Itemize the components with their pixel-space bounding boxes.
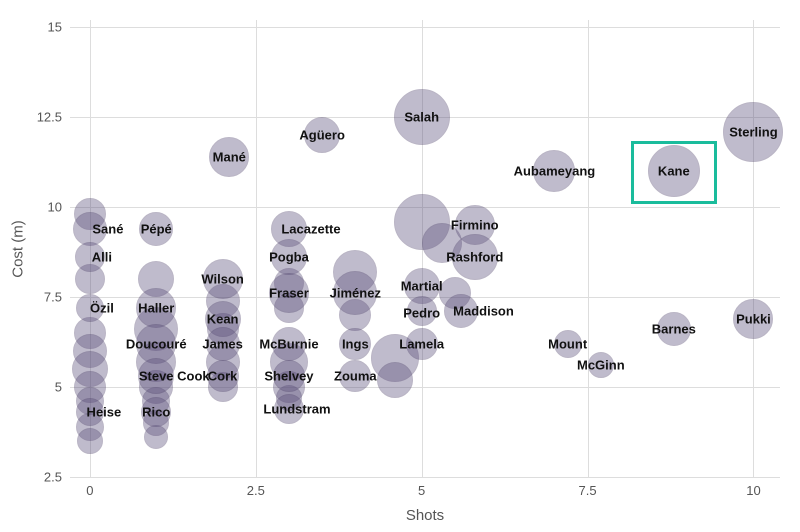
plot-area: 2.557.51012.51502.557.510SterlingKaneSal… xyxy=(70,20,780,477)
bubble[interactable] xyxy=(723,102,783,162)
x-tick-label: 2.5 xyxy=(247,483,265,498)
y-tick-label: 12.5 xyxy=(37,110,62,125)
gridline-v xyxy=(753,20,754,477)
bubble[interactable] xyxy=(206,327,240,361)
bubble[interactable] xyxy=(406,328,438,360)
bubble[interactable] xyxy=(76,294,104,322)
gridline-v xyxy=(588,20,589,477)
y-tick-label: 7.5 xyxy=(44,290,62,305)
y-tick-label: 2.5 xyxy=(44,470,62,485)
gridline-h xyxy=(70,27,780,28)
x-axis-title: Shots xyxy=(406,507,444,524)
bubble[interactable] xyxy=(76,398,104,426)
shots-vs-cost-chart: 2.557.51012.51502.557.510SterlingKaneSal… xyxy=(0,0,800,532)
y-axis-title: Cost (m) xyxy=(10,220,27,278)
bubble[interactable] xyxy=(533,150,575,192)
x-tick-label: 5 xyxy=(418,483,425,498)
bubble[interactable] xyxy=(144,425,168,449)
bubble[interactable] xyxy=(209,137,249,177)
bubble[interactable] xyxy=(407,296,437,326)
bubble[interactable] xyxy=(394,89,450,145)
bubble[interactable] xyxy=(554,330,582,358)
highlight-box xyxy=(631,141,717,204)
x-tick-label: 10 xyxy=(746,483,760,498)
bubble[interactable] xyxy=(203,259,243,299)
bubble[interactable] xyxy=(339,360,371,392)
x-tick-label: 0 xyxy=(86,483,93,498)
bubble[interactable] xyxy=(272,327,306,361)
y-tick-label: 10 xyxy=(48,200,62,215)
bubble[interactable] xyxy=(75,242,105,272)
bubble[interactable] xyxy=(452,234,498,280)
bubble[interactable] xyxy=(271,239,307,275)
bubble[interactable] xyxy=(273,360,305,392)
bubble[interactable] xyxy=(73,212,107,246)
bubble[interactable] xyxy=(304,117,340,153)
bubble[interactable] xyxy=(657,312,691,346)
bubble[interactable] xyxy=(339,328,371,360)
gridline-h xyxy=(70,387,780,388)
bubble[interactable] xyxy=(138,358,174,394)
y-tick-label: 15 xyxy=(48,20,62,35)
bubble[interactable] xyxy=(207,360,239,392)
bubble[interactable] xyxy=(139,212,173,246)
x-tick-label: 7.5 xyxy=(579,483,597,498)
bubble[interactable] xyxy=(77,428,103,454)
y-tick-label: 5 xyxy=(55,380,62,395)
bubble[interactable] xyxy=(274,394,304,424)
bubble[interactable] xyxy=(733,299,773,339)
bubble[interactable] xyxy=(588,352,614,378)
bubble[interactable] xyxy=(141,397,171,427)
bubble[interactable] xyxy=(269,273,309,313)
bubble[interactable] xyxy=(444,294,478,328)
gridline-h xyxy=(70,477,780,478)
bubble[interactable] xyxy=(333,271,377,315)
bubble[interactable] xyxy=(136,288,176,328)
gridline-v xyxy=(256,20,257,477)
bubble[interactable] xyxy=(377,362,413,398)
